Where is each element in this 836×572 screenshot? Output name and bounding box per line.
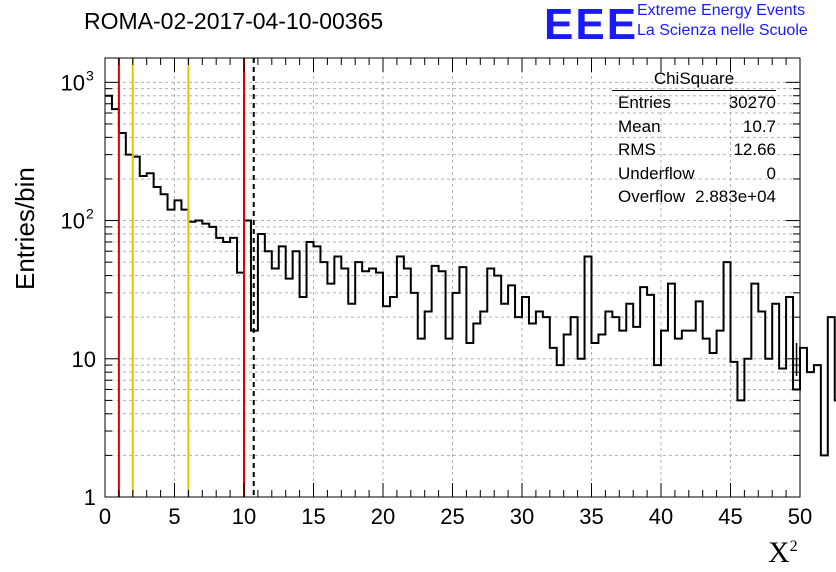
stats-value: 0 [766, 163, 776, 183]
y-tick-label-sup: 2 [86, 206, 94, 222]
stats-label: Entries [618, 93, 671, 112]
x-tick-label: 40 [649, 504, 673, 529]
histogram-step-line [105, 94, 836, 457]
stats-label: Mean [618, 116, 661, 136]
stats-row-rms: RMS 12.66 [612, 138, 776, 162]
stats-label: RMS [618, 140, 656, 159]
y-tick-label-sup: 3 [86, 67, 94, 83]
x-tick-label: 0 [99, 504, 111, 529]
x-tick-label: 25 [440, 504, 464, 529]
y-tick-label: 10 [61, 70, 85, 95]
histogram-bars [105, 94, 836, 457]
x-tick-label: 5 [168, 504, 180, 529]
x-tick-label: 30 [510, 504, 534, 529]
stats-row-overflow: Overflow 2.883e+04 [612, 185, 776, 209]
x-tick-label: 45 [718, 504, 742, 529]
stats-value: 2.883e+04 [695, 187, 776, 206]
axis-ticks [104, 58, 801, 498]
stats-label: Underflow [618, 163, 695, 183]
y-axis-label: Entries/bin [10, 167, 40, 290]
x-axis-label-sup: 2 [789, 538, 798, 555]
vertical-marker-lines [117, 58, 255, 497]
stats-value: 12.66 [733, 140, 776, 159]
stats-row-mean: Mean 10.7 [612, 115, 776, 139]
x-tick-label: 15 [301, 504, 325, 529]
y-tick-label: 10 [72, 347, 96, 372]
x-tick-label: 10 [232, 504, 256, 529]
logo-line-1: Extreme Energy Events [637, 2, 806, 19]
chart-title: ROMA-02-2017-04-10-00365 [84, 8, 384, 34]
stats-name: ChiSquare [612, 68, 776, 91]
grid-lines [105, 58, 800, 497]
stats-value: 30270 [728, 93, 776, 112]
y-tick-label: 10 [61, 209, 85, 234]
stats-value: 10.7 [742, 116, 776, 136]
stats-label: Overflow [618, 187, 686, 206]
x-tick-label: 20 [371, 504, 395, 529]
stats-row-underflow: Underflow 0 [612, 162, 776, 186]
x-tick-label: 35 [579, 504, 603, 529]
x-tick-labels: 0 5 10 15 20 25 30 35 40 45 50 [99, 504, 812, 529]
logo-line-2: La Scienza nelle Scuole [637, 22, 808, 39]
x-tick-label: 50 [788, 504, 812, 529]
stats-row-entries: Entries 30270 [612, 91, 776, 115]
x-axis-label-text: X [768, 536, 790, 569]
stats-box: ChiSquare Entries 30270 Mean 10.7 RMS 12.66… [612, 68, 776, 209]
y-tick-label: 1 [84, 485, 96, 510]
eee-logo: EEE [544, 0, 639, 49]
x-axis-label: X2 [768, 536, 798, 570]
